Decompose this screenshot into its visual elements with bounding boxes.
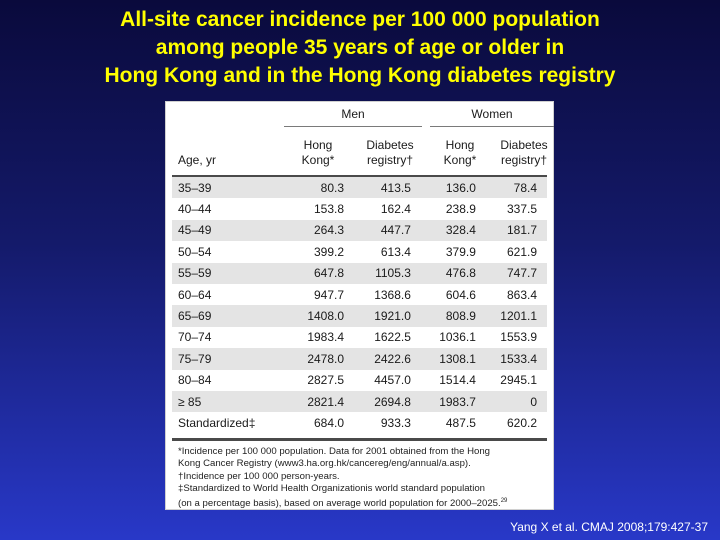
cell-women-diabetes-registry: 620.2 [506,415,537,430]
cell-women-hong-kong: 1036.1 [439,330,476,345]
cell-men-hong-kong: 2821.4 [307,394,345,409]
cell-women-hong-kong: 1308.1 [439,351,476,366]
cell-women-hong-kong: 136.0 [445,180,476,195]
cell-women-diabetes-registry: 78.4 [513,180,537,195]
cell-men-hong-kong: 647.8 [314,266,345,281]
cell-men-diabetes-registry: 447.7 [380,223,411,238]
cell-men-hong-kong: 947.7 [314,287,345,302]
cell-age: 40–44 [178,202,212,217]
table-row: 70–74 1983.4 1622.5 1036.1 1553.9 [172,326,547,349]
title-line-3: Hong Kong and in the Hong Kong diabetes … [104,64,616,87]
cell-men-hong-kong: 2478.0 [307,351,345,366]
table-bottom-rule [172,437,547,441]
cell-women-diabetes-registry: 181.7 [506,223,537,238]
cell-men-hong-kong: 1408.0 [307,309,345,324]
cell-men-hong-kong: 399.2 [314,244,345,259]
group-women: Women [430,107,554,127]
cell-age: 80–84 [178,373,212,388]
cell-women-hong-kong: 238.9 [445,202,476,217]
cell-men-diabetes-registry: 613.4 [380,244,411,259]
table-row: 60–64 947.7 1368.6 604.6 863.4 [172,283,547,306]
cell-men-diabetes-registry: 2422.6 [374,351,411,366]
cell-age: 35–39 [178,180,212,195]
title-line-2: among people 35 years of age or older in [155,36,565,59]
group-men: Men [284,107,422,127]
cell-age: 65–69 [178,309,212,324]
cell-women-diabetes-registry: 1553.9 [500,330,537,345]
header-women-diabetes-registry: Diabetes registry† [500,138,548,167]
cell-men-diabetes-registry: 4457.0 [374,373,411,388]
cell-women-diabetes-registry: 1201.1 [500,309,537,324]
table-row: 55–59 647.8 1105.3 476.8 747.7 [172,262,547,284]
incidence-table: Men Women Age, yr Hong Kong* Diabetes regi… [165,101,554,510]
table-footnotes: *Incidence per 100 000 population. Data … [172,441,547,511]
cell-women-hong-kong: 604.6 [445,287,476,302]
cell-age: 70–74 [178,330,212,345]
table-body: 35–39 80.3 413.5 136.0 78.4 40–44 153.8 162.4 23… [172,177,547,434]
cell-men-diabetes-registry: 2694.8 [374,394,411,409]
header-women-hong-kong: Hong Kong* [443,138,477,167]
cell-men-diabetes-registry: 162.4 [380,202,411,217]
table-row: ≥ 85 2821.4 2694.8 1983.7 0 [172,390,547,413]
cell-men-hong-kong: 2827.5 [307,373,345,388]
cell-men-hong-kong: 153.8 [314,202,345,217]
cell-women-hong-kong: 808.9 [445,309,476,324]
cell-women-diabetes-registry: 747.7 [506,266,537,281]
cell-women-diabetes-registry: 1533.4 [500,351,537,366]
cell-women-hong-kong: 1983.7 [439,394,476,409]
cell-age: 50–54 [178,244,212,259]
title-line-1: All-site cancer incidence per 100 000 po… [120,8,600,31]
citation: Yang X et al. CMAJ 2008;179:427-37 [510,520,708,534]
cell-women-hong-kong: 379.9 [445,244,476,259]
footnote-line: (on a percentage basis), based on averag… [178,498,508,510]
cell-age: 75–79 [178,351,212,366]
cell-women-hong-kong: 476.8 [445,266,476,281]
cell-women-diabetes-registry: 863.4 [506,287,537,302]
cell-men-hong-kong: 80.3 [320,180,345,195]
slide-title: All-site cancer incidence per 100 000 po… [0,6,720,90]
cell-men-diabetes-registry: 1368.6 [374,287,411,302]
table-row: 65–69 1408.0 1921.0 808.9 1201.1 [172,305,547,327]
cell-women-diabetes-registry: 0 [530,394,537,409]
footnote-line: †Incidence per 100 000 person-years. [178,470,340,482]
table-row: 75–79 2478.0 2422.6 1308.1 1533.4 [172,348,547,370]
footnote-line: *Incidence per 100 000 population. Data … [178,445,491,457]
cell-women-hong-kong: 1514.4 [439,373,476,388]
cell-men-hong-kong: 1983.4 [307,330,345,345]
cell-men-diabetes-registry: 1105.3 [375,266,411,281]
footnote-ref: 29 [500,498,508,505]
cell-age: 60–64 [178,287,212,302]
footnote-line: ‡Standardized to World Health Organizati… [178,482,486,494]
table-row: 80–84 2827.5 4457.0 1514.4 2945.1 [172,369,547,391]
cell-age: 55–59 [178,266,212,281]
cell-women-hong-kong: 328.4 [445,223,476,238]
cell-women-diabetes-registry: 2945.1 [500,373,537,388]
table-row: 45–49 264.3 447.7 328.4 181.7 [172,219,547,242]
table-group-header: Men Women [172,102,554,128]
cell-men-diabetes-registry: 413.5 [380,180,411,195]
cell-age: Standardized‡ [178,415,256,430]
cell-men-hong-kong: 684.0 [314,415,345,430]
footnote-line: Kong Cancer Registry (www3.ha.org.hk/can… [178,458,471,470]
table-row: 40–44 153.8 162.4 238.9 337.5 [172,198,547,220]
header-age: Age, yr [178,153,217,167]
cell-men-diabetes-registry: 1921.0 [374,309,411,324]
table-row: 35–39 80.3 413.5 136.0 78.4 [172,177,547,199]
header-men-diabetes-registry: Diabetes registry† [366,138,414,167]
table-row: 50–54 399.2 613.4 379.9 621.9 [172,241,547,263]
cell-men-hong-kong: 264.3 [314,223,345,238]
cell-age: 45–49 [178,223,212,238]
header-men-hong-kong: Hong Kong* [301,138,335,167]
cell-men-diabetes-registry: 933.3 [380,415,411,430]
cell-age: ≥ 85 [178,394,202,409]
table-row: Standardized‡ 684.0 933.3 487.5 620.2 [172,412,547,434]
table-column-header: Age, yr Hong Kong* Diabetes registry† Hong… [172,128,548,177]
cell-women-diabetes-registry: 621.9 [506,244,537,259]
cell-women-diabetes-registry: 337.5 [506,202,537,217]
cell-women-hong-kong: 487.5 [445,415,476,430]
cell-men-diabetes-registry: 1622.5 [374,330,411,345]
